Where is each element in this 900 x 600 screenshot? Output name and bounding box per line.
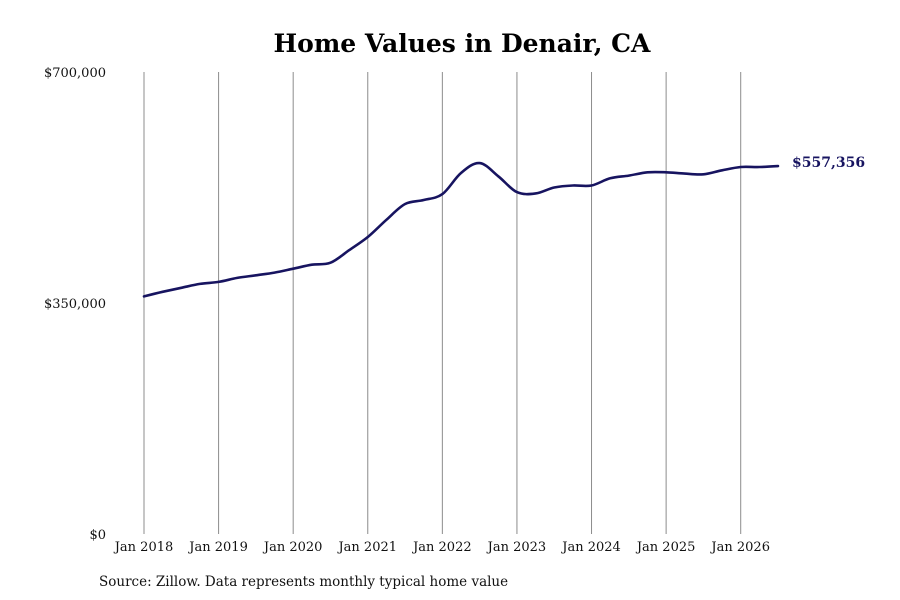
x-tick-label: Jan 2022 [411,540,472,555]
y-axis: $0 $350,000 $700,000 [44,66,106,543]
grid-lines [143,72,742,534]
x-tick-label: Jan 2020 [262,540,323,555]
chart-title: Home Values in Denair, CA [274,29,652,58]
x-axis: Jan 2018 Jan 2019 Jan 2020 Jan 2021 Jan 2022… [113,540,770,555]
x-tick-label: Jan 2018 [113,540,174,555]
y-tick-label: $700,000 [44,66,106,81]
x-tick-label: Jan 2024 [560,540,621,555]
source-note: Source: Zillow. Data represents monthly … [99,574,508,590]
y-tick-label: $0 [89,528,106,543]
x-tick-label: Jan 2026 [709,540,770,555]
x-tick-label: Jan 2023 [486,540,547,555]
x-tick-label: Jan 2021 [336,540,397,555]
y-tick-label: $350,000 [44,297,106,312]
x-tick-label: Jan 2019 [187,540,248,555]
series-line-home-value [142,161,780,298]
end-value-label: $557,356 [792,155,865,171]
x-tick-label: Jan 2025 [635,540,696,555]
